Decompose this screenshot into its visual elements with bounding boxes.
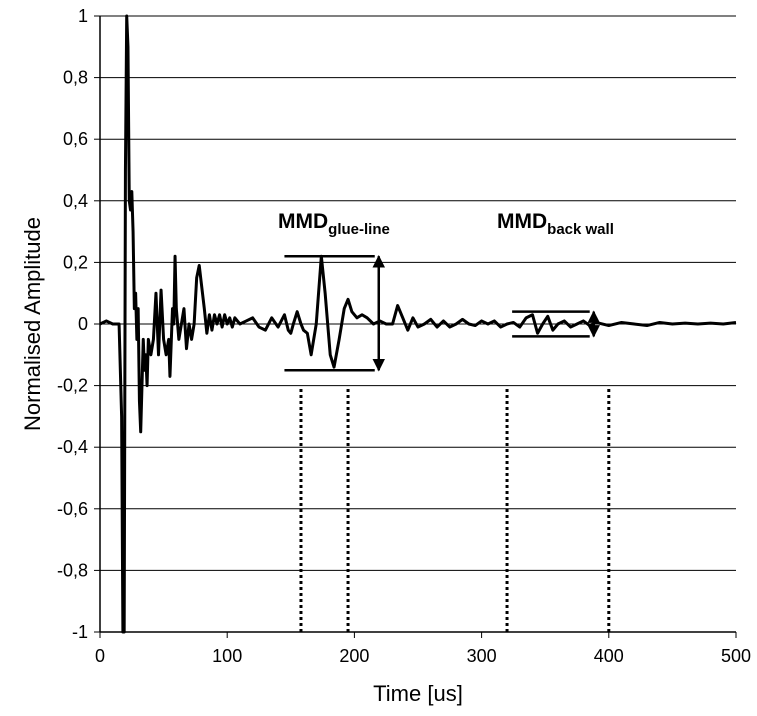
x-axis-title: Time [us] bbox=[373, 681, 463, 706]
annotation-text: MMD bbox=[278, 210, 328, 233]
annotation: MMDglue-line bbox=[278, 210, 390, 238]
x-tick-label: 500 bbox=[721, 646, 751, 666]
x-tick-label: 0 bbox=[95, 646, 105, 666]
y-tick-label: -0,2 bbox=[57, 376, 88, 396]
y-tick-label: -0,6 bbox=[57, 499, 88, 519]
annotation: MMDback wall bbox=[497, 210, 614, 238]
y-tick-label: 0,6 bbox=[63, 129, 88, 149]
annotation-text: MMD bbox=[497, 210, 547, 233]
annotation-subscript: back wall bbox=[547, 221, 614, 238]
x-tick-label: 400 bbox=[594, 646, 624, 666]
x-tick-label: 200 bbox=[339, 646, 369, 666]
annotation-subscript: glue-line bbox=[328, 221, 390, 238]
y-tick-label: 0,2 bbox=[63, 252, 88, 272]
y-tick-label: -0,4 bbox=[57, 437, 88, 457]
y-tick-label: -0,8 bbox=[57, 560, 88, 580]
y-tick-label: 1 bbox=[78, 6, 88, 26]
x-tick-label: 100 bbox=[212, 646, 242, 666]
y-tick-label: 0,4 bbox=[63, 191, 88, 211]
y-tick-label: 0,8 bbox=[63, 68, 88, 88]
y-tick-label: 0 bbox=[78, 314, 88, 334]
y-axis-title: Normalised Amplitude bbox=[20, 217, 45, 431]
x-tick-label: 300 bbox=[467, 646, 497, 666]
y-tick-label: -1 bbox=[72, 622, 88, 642]
line-series bbox=[99, 14, 737, 634]
